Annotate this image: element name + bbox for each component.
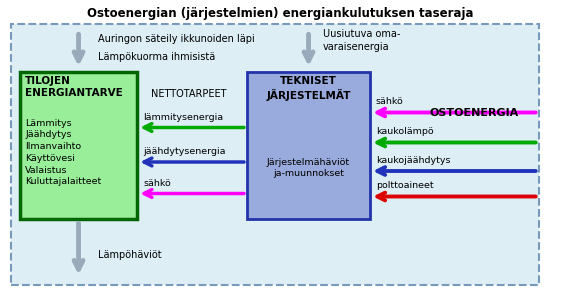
Text: Lämpöhäviöt: Lämpöhäviöt	[98, 250, 162, 260]
Text: lämmitysenergia: lämmitysenergia	[143, 112, 223, 122]
Text: Järjestelmähäviöt
ja-muunnokset: Järjestelmähäviöt ja-muunnokset	[267, 158, 350, 178]
Text: polttoaineet: polttoaineet	[376, 182, 434, 190]
Text: jäähdytysenergia: jäähdytysenergia	[143, 147, 226, 156]
Text: Auringon säteily ikkunoiden läpi: Auringon säteily ikkunoiden läpi	[98, 34, 255, 44]
Text: kaukojäähdytys: kaukojäähdytys	[376, 156, 450, 165]
Text: kaukolämpö: kaukolämpö	[376, 128, 434, 136]
Bar	[11, 24, 539, 285]
Text: Ostoenergian (järjestelmien) energiankulutuksen taseraja: Ostoenergian (järjestelmien) energiankul…	[88, 8, 473, 20]
Text: Lämmitys
Jäähdytys
Ilmanvaihto
Käyttövesi
Valaistus
Kuluttajalaitteet: Lämmitys Jäähdytys Ilmanvaihto Käyttöves…	[25, 118, 102, 187]
Text: Lämpökuorma ihmisistä: Lämpökuorma ihmisistä	[98, 52, 215, 62]
Bar	[247, 72, 370, 219]
Text: NETTOTARPEET: NETTOTARPEET	[151, 89, 226, 100]
Text: OSTOENERGIA: OSTOENERGIA	[429, 107, 519, 118]
Text: TILOJEN
ENERGIANTARVE: TILOJEN ENERGIANTARVE	[25, 76, 123, 98]
Bar	[20, 72, 137, 219]
Text: Uusiutuva oma-
varaisenergia: Uusiutuva oma- varaisenergia	[323, 29, 400, 52]
Text: sähkö: sähkö	[376, 98, 403, 106]
Text: sähkö: sähkö	[143, 178, 171, 188]
Text: TEKNISET
JÄRJESTELMÄT: TEKNISET JÄRJESTELMÄT	[266, 76, 351, 100]
